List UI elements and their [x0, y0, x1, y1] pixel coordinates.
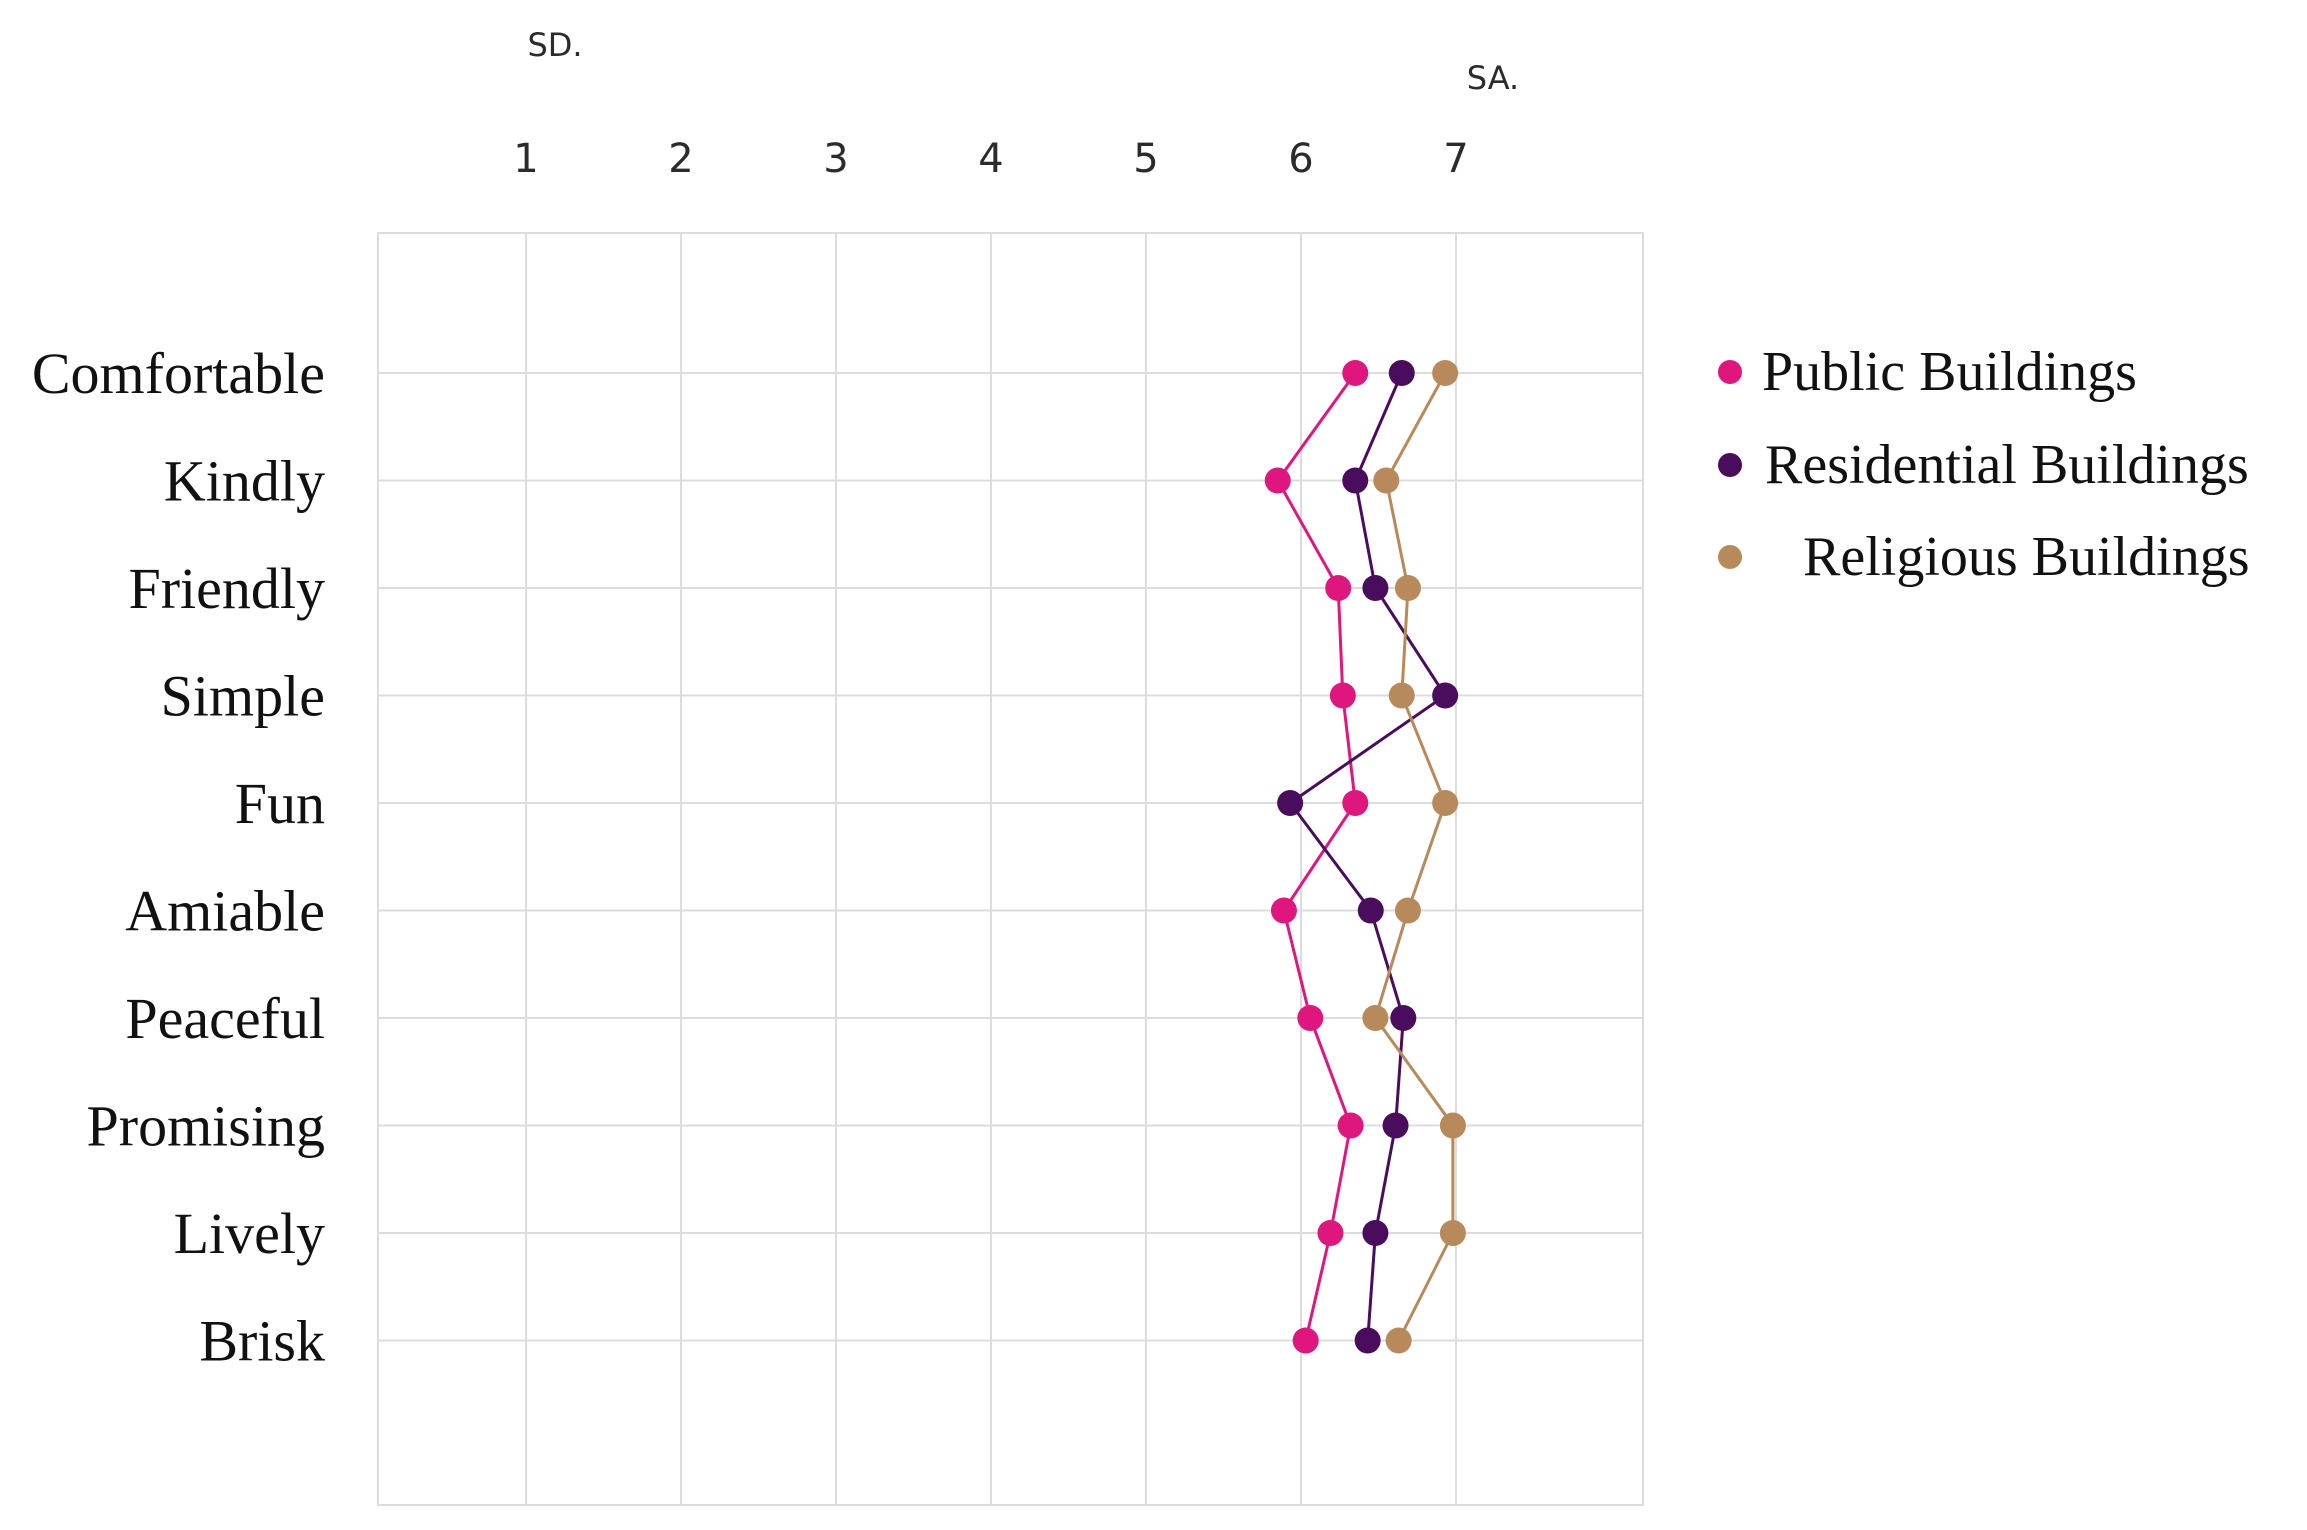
series-1 [1277, 360, 1459, 1354]
legend-label: Religious Buildings [1803, 526, 2250, 588]
row-labels: Comfortable Kindly Friendly Simple Fun Amiabl… [32, 341, 325, 1374]
x-tick-label: 7 [1443, 136, 1468, 182]
row-label: Amiable [125, 879, 325, 944]
data-point [1337, 1112, 1364, 1139]
data-point [1362, 575, 1389, 601]
series-line [1288, 372, 1448, 1341]
row-label: Simple [161, 664, 325, 729]
data-point [1362, 1220, 1389, 1246]
data-point [1432, 682, 1459, 709]
data-point [1388, 360, 1415, 386]
x-tick-label: 4 [978, 136, 1003, 182]
legend-label: Residential Buildings [1765, 434, 2249, 496]
series-0 [1264, 360, 1369, 1354]
data-point [1439, 1112, 1466, 1139]
data-point [1394, 897, 1421, 924]
row-label: Brisk [199, 1309, 325, 1374]
data-point [1317, 1220, 1344, 1246]
data-point [1277, 790, 1304, 816]
row-label: Comfortable [32, 341, 325, 406]
data-point [1373, 467, 1400, 494]
data-point [1439, 1220, 1466, 1246]
data-point [1357, 897, 1384, 924]
series-line [1373, 372, 1455, 1342]
legend-marker [1718, 545, 1742, 569]
x-tick-label: 3 [823, 136, 848, 182]
data-point [1270, 897, 1297, 924]
row-label: Promising [87, 1094, 326, 1159]
series-line [1276, 372, 1357, 1341]
data-point [1342, 790, 1369, 816]
data-point [1342, 360, 1369, 386]
data-point [1390, 1005, 1417, 1031]
scale-anchor-low: SD. [527, 26, 582, 64]
data-point [1385, 1327, 1412, 1354]
data-point [1394, 575, 1421, 601]
x-tick-label: 1 [513, 136, 538, 182]
data-point [1432, 790, 1459, 816]
x-tick-label: 5 [1133, 136, 1158, 182]
data-point [1292, 1327, 1319, 1354]
legend-marker [1718, 360, 1742, 384]
legend-marker [1718, 453, 1742, 477]
row-label: Kindly [164, 449, 325, 514]
scale-anchors: SD. SA. [527, 26, 1519, 97]
data-point [1354, 1327, 1381, 1354]
scale-anchor-high: SA. [1467, 59, 1519, 97]
x-tick-label: 2 [668, 136, 693, 182]
data-point [1432, 360, 1459, 386]
plot-frame [377, 232, 1644, 1506]
data-point [1264, 467, 1291, 494]
legend-item: Residential Buildings [1718, 434, 2249, 496]
legend-item: Religious Buildings [1718, 526, 2250, 588]
row-label: Lively [174, 1201, 325, 1266]
data-point [1362, 1005, 1389, 1031]
series [1264, 360, 1466, 1354]
data-point [1388, 682, 1415, 709]
legend-label: Public Buildings [1762, 341, 2137, 403]
series-2 [1362, 360, 1466, 1354]
x-tick-label: 6 [1288, 136, 1313, 182]
data-point [1382, 1112, 1409, 1139]
row-label: Peaceful [125, 986, 325, 1051]
legend-item: Public Buildings [1718, 341, 2137, 403]
data-point [1297, 1005, 1324, 1031]
data-point [1342, 467, 1369, 494]
row-label: Fun [235, 771, 325, 836]
data-point [1329, 682, 1356, 709]
row-label: Friendly [128, 556, 325, 621]
data-point [1325, 575, 1352, 601]
grid [377, 232, 1644, 1506]
x-tick-labels: 1 2 3 4 5 6 7 [513, 136, 1468, 182]
legend: Public Buildings Residential Buildings Rel… [1718, 341, 2250, 588]
